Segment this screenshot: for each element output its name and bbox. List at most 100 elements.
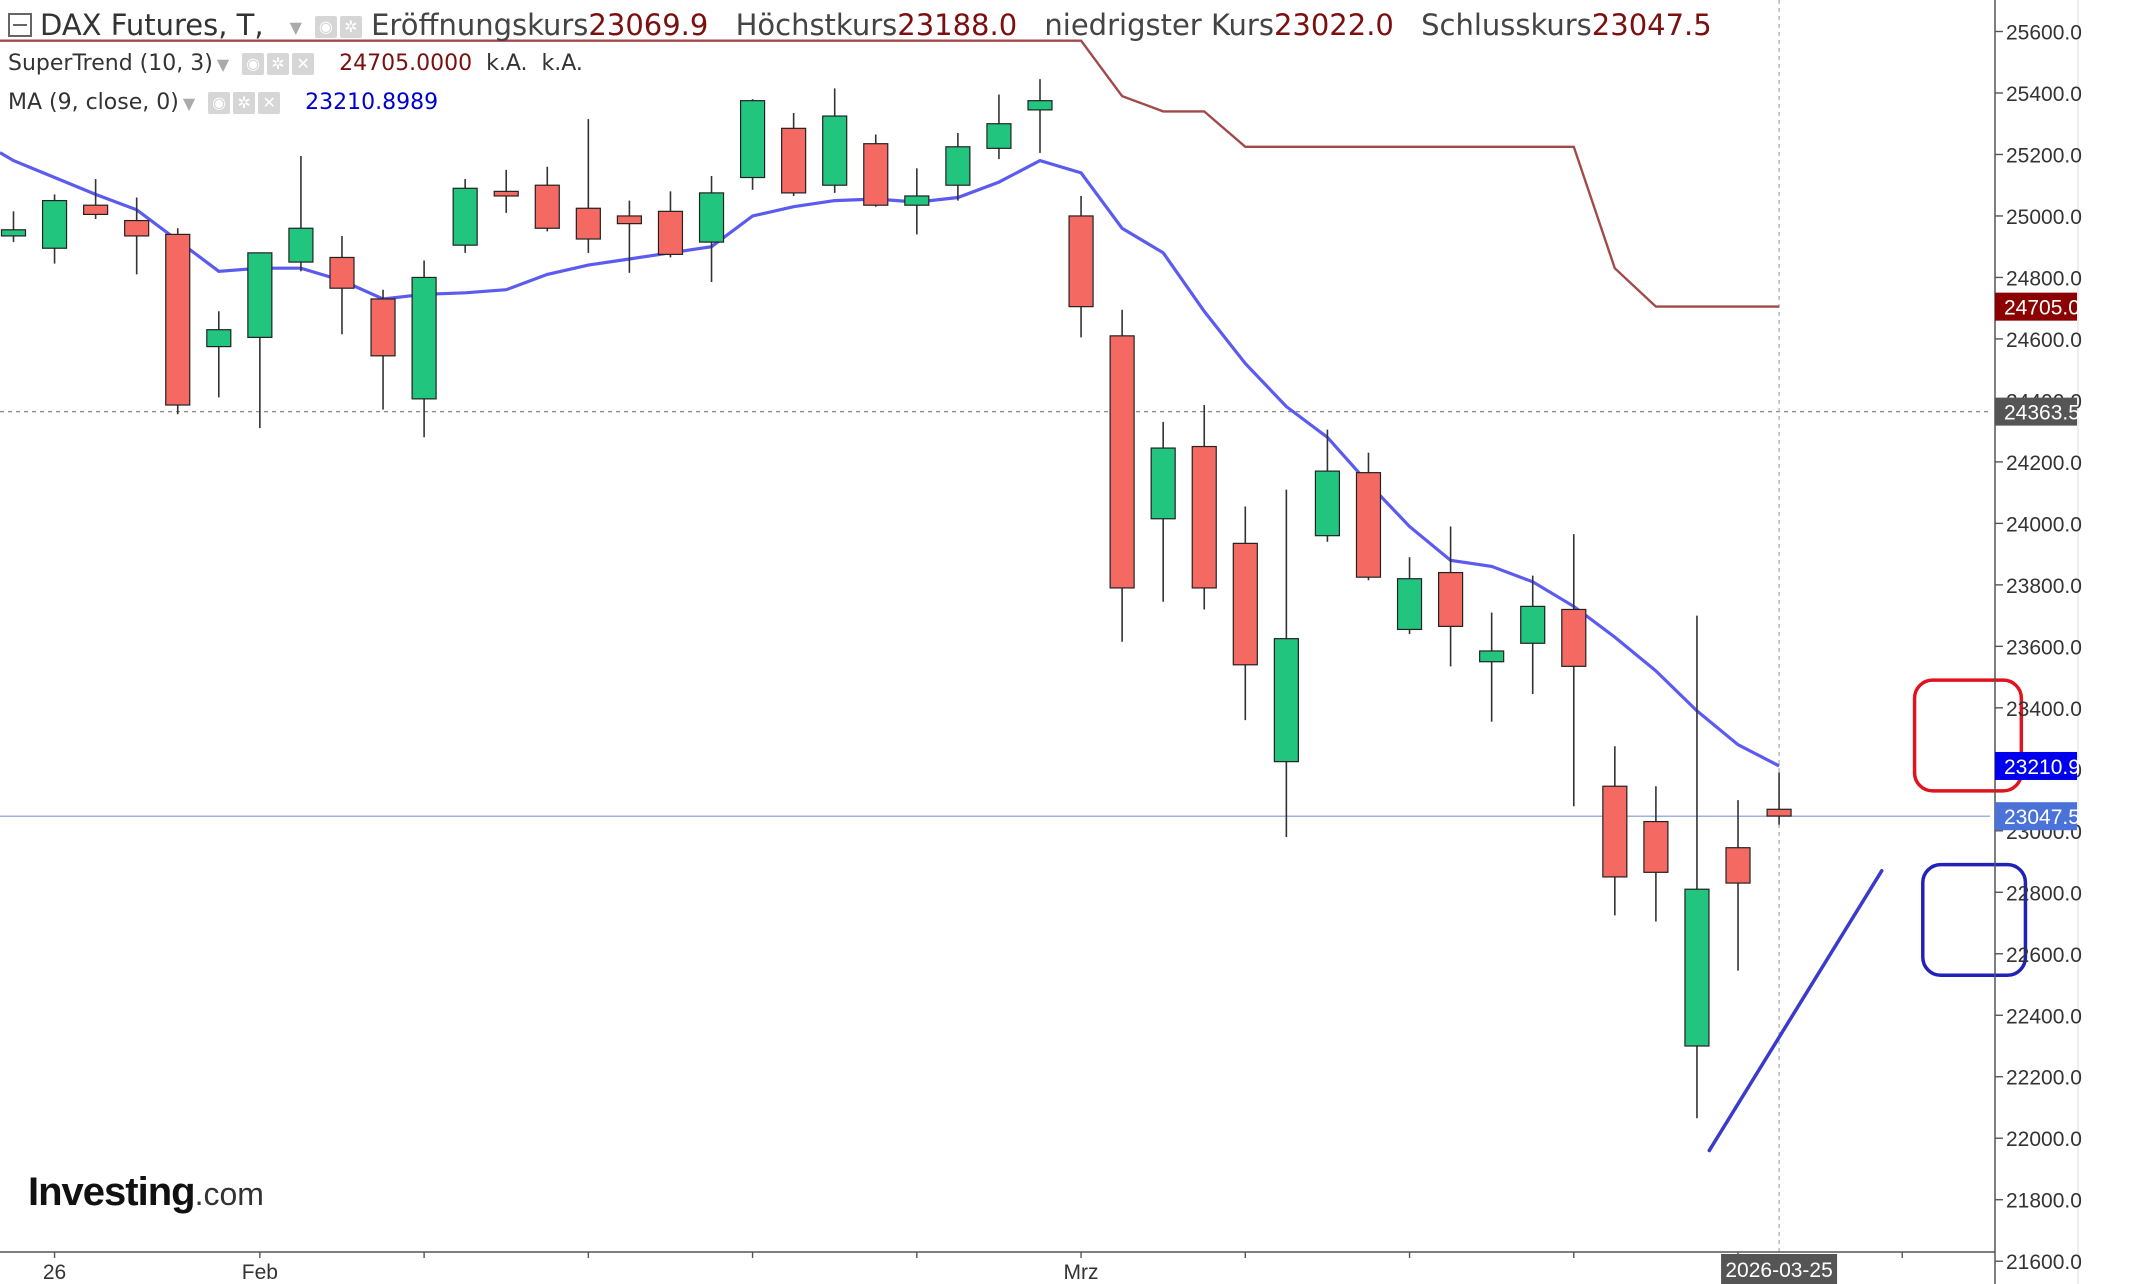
close-icon[interactable]: ✕: [292, 53, 315, 75]
candle-up: [1150, 447, 1176, 520]
candle-up: [1520, 605, 1546, 644]
candle-down: [329, 256, 355, 289]
y-tick-label: 24200.0: [2006, 452, 2082, 475]
candle-down: [1725, 847, 1751, 884]
current-date-label-bg: [1721, 1254, 1838, 1284]
x-tick-label: Mrz: [1064, 1261, 1099, 1284]
eye-icon[interactable]: ◉: [314, 16, 337, 38]
eye-icon[interactable]: ◉: [242, 53, 265, 75]
price-label-bg: [1995, 802, 2077, 831]
candle-up: [206, 329, 232, 348]
candle-up: [1273, 638, 1299, 763]
low-label: niedrigster Kurs: [1044, 8, 1274, 42]
candle-up: [288, 227, 314, 263]
price-label-bg: [1995, 751, 2077, 780]
x-tick-label: 26: [43, 1261, 66, 1284]
candle-up: [1479, 650, 1505, 663]
high-label: Höchstkurs: [735, 8, 898, 42]
candle-down: [1191, 445, 1217, 589]
y-tick-label: 25400.0: [2006, 83, 2082, 106]
y-tick-label: 22400.0: [2006, 1005, 2082, 1028]
candle-down: [165, 233, 191, 406]
candle-down: [1643, 820, 1669, 873]
candle-up: [411, 276, 437, 400]
candle-up: [452, 187, 478, 246]
supertrend-value: 24705.0000: [339, 51, 473, 76]
y-tick-label: 24600.0: [2006, 329, 2082, 352]
price-label: 24363.5: [2004, 402, 2080, 425]
y-tick-label: 21600.0: [2006, 1251, 2082, 1274]
candle-down: [1232, 542, 1258, 666]
ma-value: 23210.8989: [305, 90, 439, 115]
legend-ma-row: MA (9, close, 0) ▼ ◉ ✲ ✕ 23210.8989: [8, 90, 438, 115]
gear-icon[interactable]: ✲: [339, 16, 362, 38]
ma-label[interactable]: MA (9, close, 0): [8, 90, 179, 115]
candle-down: [781, 127, 807, 194]
candle-down: [124, 219, 150, 237]
candle-down: [863, 143, 889, 206]
x-tick-label: Feb: [242, 1261, 278, 1284]
chevron-down-icon[interactable]: ▼: [182, 93, 196, 113]
candle-down: [1602, 785, 1628, 878]
candle-down: [1766, 808, 1792, 817]
legend-ohlc-row: DAX Futures, T, ▼ ◉ ✲ Eröffnungskurs23069.9…: [8, 8, 1730, 42]
y-tick-label: 25200.0: [2006, 144, 2082, 167]
candle-up: [986, 123, 1012, 149]
chevron-down-icon[interactable]: ▼: [216, 54, 230, 74]
y-tick-label: 23400.0: [2006, 698, 2082, 721]
y-tick-label: 24800.0: [2006, 267, 2082, 290]
candle-down: [1561, 608, 1587, 667]
candle-up: [1314, 470, 1341, 537]
price-label: 23210.9: [2004, 756, 2080, 779]
close-value: 23047.5: [1591, 8, 1712, 42]
y-tick-label: 24000.0: [2006, 513, 2082, 536]
close-icon[interactable]: ✕: [258, 92, 281, 114]
instrument-title[interactable]: DAX Futures, T,: [40, 8, 264, 42]
y-tick-label: 22200.0: [2006, 1067, 2082, 1090]
open-value: 23069.9: [588, 8, 709, 42]
supertrend-na-2: k.A.: [541, 51, 583, 76]
current-date-label: 2026-03-25: [1725, 1259, 1832, 1282]
eye-icon[interactable]: ◉: [208, 92, 231, 114]
y-tick-label: 25600.0: [2006, 22, 2082, 45]
low-value: 23022.0: [1273, 8, 1394, 42]
supertrend-line: [0, 39, 1780, 308]
candle-down: [1355, 472, 1382, 578]
y-tick-label: 23600.0: [2006, 636, 2082, 659]
annotation-layer: [1707, 678, 2028, 1153]
y-tick-label: 22600.0: [2006, 944, 2082, 967]
gear-icon[interactable]: ✲: [233, 92, 256, 114]
candle-up: [904, 195, 930, 206]
candle-down: [616, 215, 643, 225]
axis-layer: 21600.0 21800.0 22000.0 22200.0 22400.0 22600…: [0, 0, 2082, 1284]
y-tick-label: 22000.0: [2006, 1128, 2082, 1151]
candle-up: [41, 199, 68, 249]
candle-up: [1684, 888, 1710, 1047]
blue-box-annotation: [1921, 862, 2028, 978]
investing-logo: Investing.com: [28, 1170, 264, 1215]
supertrend-label[interactable]: SuperTrend (10, 3): [8, 51, 213, 76]
candle-down: [1437, 571, 1464, 627]
candle-up: [945, 146, 971, 186]
candle-down: [370, 298, 396, 357]
gear-icon[interactable]: ✲: [267, 53, 290, 75]
candle-up: [247, 252, 273, 338]
y-tick-label: 25000.0: [2006, 206, 2082, 229]
candle-down: [657, 210, 684, 255]
close-label: Schlusskurs: [1421, 8, 1592, 42]
price-label-bg: [1995, 292, 2077, 321]
candle-down: [575, 207, 601, 240]
candle-layer: [0, 79, 1792, 1119]
candle-down: [83, 204, 109, 216]
y-tick-label: 21800.0: [2006, 1190, 2082, 1213]
candle-down: [534, 184, 560, 229]
supertrend-na-1: k.A.: [486, 51, 528, 76]
chevron-down-icon[interactable]: ▼: [289, 17, 302, 37]
candle-down: [1109, 335, 1135, 589]
price-label-bg: [1995, 397, 2077, 426]
red-box-annotation: [1912, 678, 2024, 793]
legend-supertrend-row: SuperTrend (10, 3) ▼ ◉ ✲ ✕ 24705.0000 k.A. k.A…: [8, 51, 583, 76]
candle-up: [822, 115, 848, 186]
collapse-icon[interactable]: [8, 13, 32, 37]
